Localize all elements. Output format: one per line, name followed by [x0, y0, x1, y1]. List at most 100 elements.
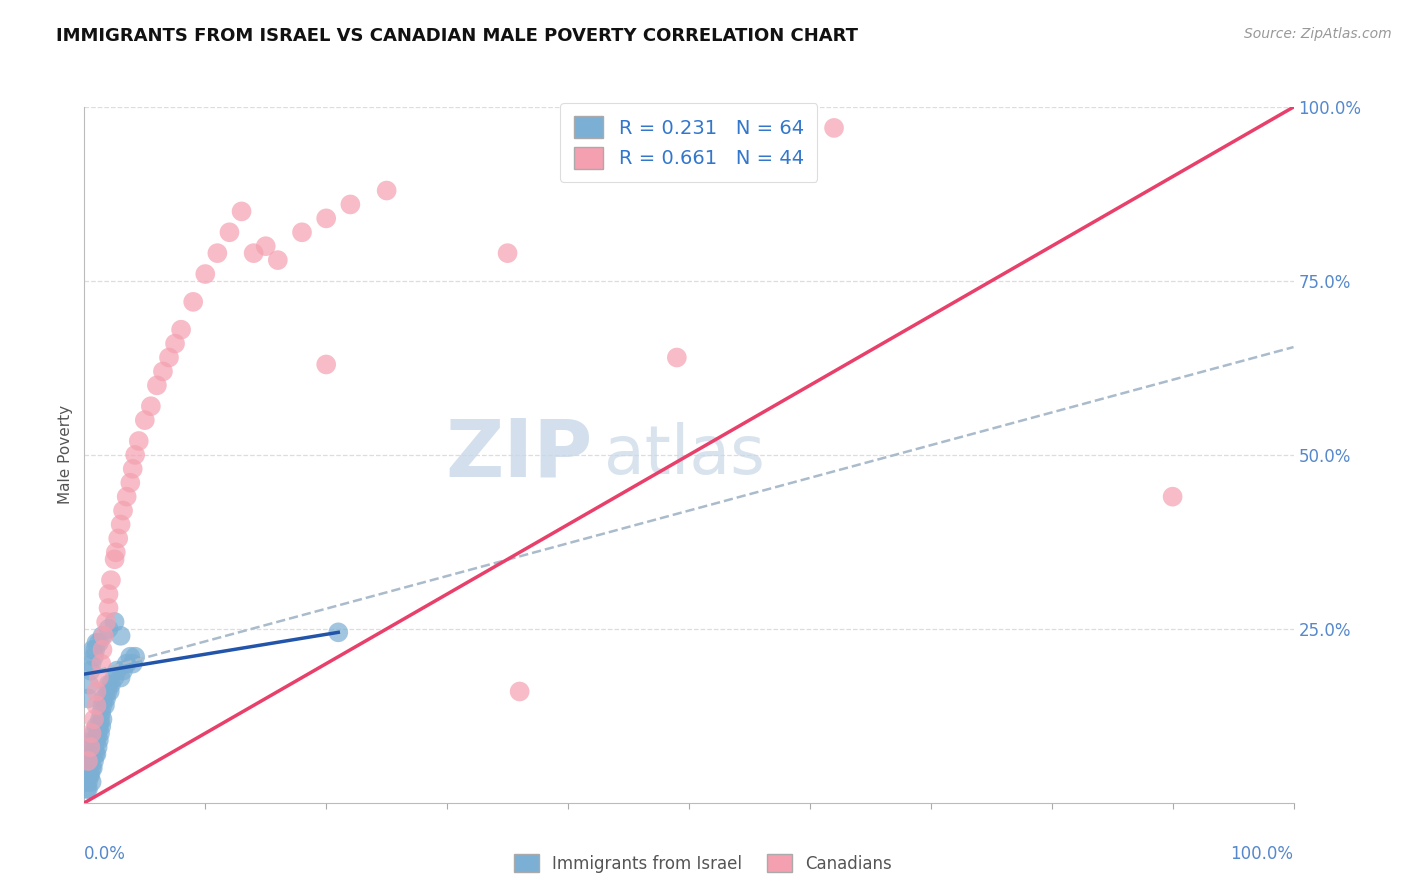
Point — [89, 712, 111, 726]
Point — [157, 351, 180, 365]
Point — [231, 204, 253, 219]
Point — [96, 684, 118, 698]
Point — [84, 642, 107, 657]
Point — [170, 323, 193, 337]
Point — [328, 625, 350, 640]
Point — [79, 664, 101, 678]
Point — [121, 462, 143, 476]
Point — [115, 490, 138, 504]
Point — [82, 761, 104, 775]
Point — [139, 399, 162, 413]
Point — [86, 740, 108, 755]
Point — [110, 671, 132, 685]
Point — [194, 267, 217, 281]
Point — [76, 781, 98, 796]
Point — [90, 719, 112, 733]
Point — [77, 761, 100, 775]
Y-axis label: Male Poverty: Male Poverty — [58, 405, 73, 505]
Point — [77, 691, 100, 706]
Point — [104, 545, 127, 559]
Point — [94, 698, 117, 713]
Point — [93, 691, 115, 706]
Point — [86, 719, 108, 733]
Point — [86, 684, 108, 698]
Point — [120, 475, 142, 490]
Point — [77, 754, 100, 768]
Point — [91, 698, 114, 713]
Point — [1161, 490, 1184, 504]
Legend: Immigrants from Israel, Canadians: Immigrants from Israel, Canadians — [508, 847, 898, 880]
Point — [77, 677, 100, 691]
Point — [496, 246, 519, 260]
Point — [165, 336, 187, 351]
Point — [80, 657, 103, 671]
Point — [80, 747, 103, 761]
Point — [84, 733, 107, 747]
Point — [100, 677, 122, 691]
Point — [77, 775, 100, 789]
Point — [112, 503, 135, 517]
Point — [89, 726, 111, 740]
Point — [82, 733, 104, 747]
Point — [86, 636, 108, 650]
Point — [90, 657, 112, 671]
Point — [80, 761, 103, 775]
Point — [124, 448, 146, 462]
Point — [104, 615, 127, 629]
Point — [75, 775, 97, 789]
Point — [80, 775, 103, 789]
Point — [207, 246, 229, 260]
Point — [115, 657, 138, 671]
Legend: R = 0.231   N = 64, R = 0.661   N = 44: R = 0.231 N = 64, R = 0.661 N = 44 — [561, 103, 817, 182]
Point — [110, 517, 132, 532]
Point — [97, 677, 120, 691]
Point — [93, 629, 115, 643]
Point — [291, 225, 314, 239]
Point — [87, 636, 110, 650]
Point — [86, 733, 108, 747]
Point — [107, 532, 129, 546]
Point — [339, 197, 361, 211]
Point — [97, 587, 120, 601]
Point — [79, 740, 101, 755]
Point — [82, 747, 104, 761]
Point — [87, 719, 110, 733]
Point — [91, 712, 114, 726]
Point — [104, 671, 127, 685]
Point — [86, 698, 108, 713]
Text: 0.0%: 0.0% — [84, 845, 127, 863]
Point — [77, 781, 100, 796]
Point — [94, 691, 117, 706]
Point — [128, 434, 150, 448]
Point — [98, 684, 121, 698]
Point — [91, 642, 114, 657]
Point — [315, 211, 337, 226]
Point — [104, 552, 127, 566]
Point — [254, 239, 277, 253]
Text: ZIP: ZIP — [444, 416, 592, 494]
Point — [79, 768, 101, 782]
Point — [86, 747, 108, 761]
Point — [823, 120, 845, 135]
Point — [82, 642, 104, 657]
Text: Source: ZipAtlas.com: Source: ZipAtlas.com — [1244, 27, 1392, 41]
Point — [83, 726, 105, 740]
Point — [97, 601, 120, 615]
Point — [120, 649, 142, 664]
Point — [509, 684, 531, 698]
Point — [83, 740, 105, 755]
Point — [110, 629, 132, 643]
Point — [124, 649, 146, 664]
Point — [105, 664, 128, 678]
Point — [77, 768, 100, 782]
Point — [83, 712, 105, 726]
Point — [91, 629, 114, 643]
Point — [134, 413, 156, 427]
Point — [112, 664, 135, 678]
Point — [100, 573, 122, 587]
Point — [152, 364, 174, 378]
Point — [97, 622, 120, 636]
Point — [242, 246, 264, 260]
Point — [79, 754, 101, 768]
Point — [79, 740, 101, 755]
